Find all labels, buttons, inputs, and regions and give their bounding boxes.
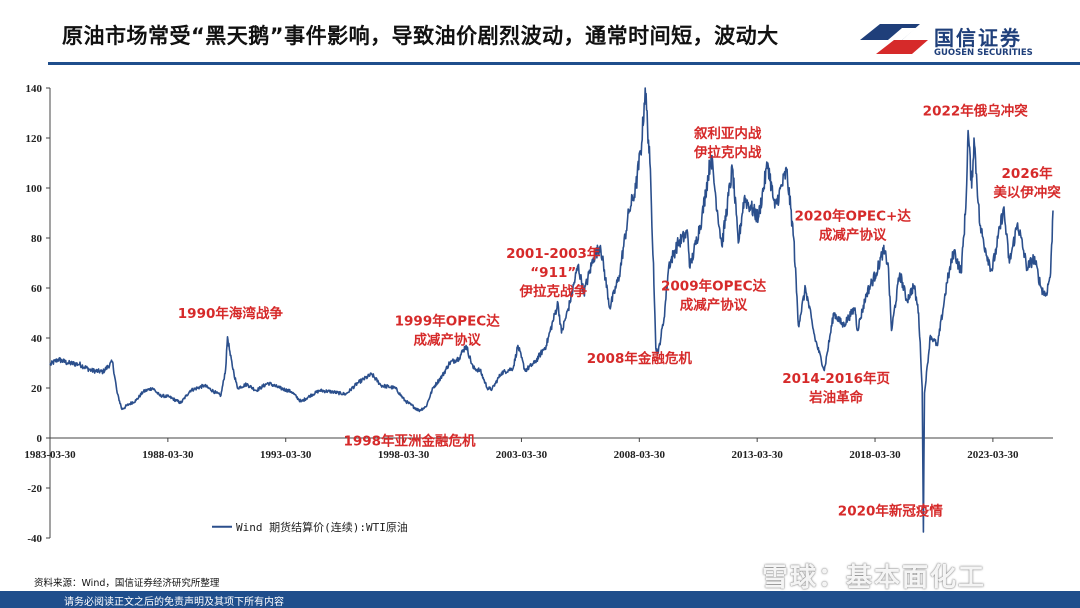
event-annotation: 1998年亚洲金融危机	[343, 433, 476, 450]
header-divider	[48, 62, 1080, 65]
y-tick-label: 120	[26, 133, 43, 145]
x-tick-label: 1983-03-30	[24, 449, 76, 461]
legend-label: Wind 期货结算价(连续):WTI原油	[236, 520, 408, 534]
annotation-line: 叙利亚内战	[694, 125, 762, 142]
event-annotation: 2008年金融危机	[587, 350, 693, 367]
event-annotation: 1990年海湾战争	[178, 305, 284, 322]
header: 原油市场常受“黑天鹅”事件影响，导致油价剧烈波动，通常时间短，波动大 国信证券 …	[0, 0, 1080, 65]
annotation-line: 成减产协议	[413, 332, 481, 349]
event-annotation: 2014-2016年页岩油革命	[782, 370, 890, 406]
source-note: 资料来源：Wind，国信证券经济研究所整理	[34, 578, 220, 589]
page-title: 原油市场常受“黑天鹅”事件影响，导致油价剧烈波动，通常时间短，波动大	[62, 24, 779, 48]
x-tick-label: 1993-03-30	[260, 449, 312, 461]
watermark: 雪球：基本面化工	[762, 563, 987, 593]
annotation-line: “911”	[530, 265, 576, 281]
annotation-line: 美以伊冲突	[993, 184, 1061, 201]
event-annotation: 1999年OPEC达成减产协议	[395, 313, 501, 349]
logo-english-name: GUOSEN SECURITIES	[934, 48, 1033, 58]
event-annotation: 2026年美以伊冲突	[993, 165, 1061, 201]
y-tick-label: 60	[31, 283, 43, 295]
x-tick-label: 2023-03-30	[967, 449, 1019, 461]
annotation-line: 1998年亚洲金融危机	[343, 433, 476, 450]
y-tick-label: 80	[31, 233, 43, 245]
x-tick-label: 1998-03-30	[378, 449, 430, 461]
brand-logo: 国信证券 GUOSEN SECURITIES	[858, 18, 1068, 62]
annotation-line: 1999年OPEC达	[395, 313, 501, 330]
y-tick-label: 0	[37, 433, 43, 445]
annotation-line: 2008年金融危机	[587, 350, 693, 367]
guosen-logo-icon	[860, 24, 928, 54]
y-tick-label: 20	[31, 383, 43, 395]
annotation-line: 伊拉克战争	[519, 283, 588, 300]
event-annotation: 2001-2003年 “911” 伊拉克战争	[506, 245, 601, 300]
y-tick-label: -20	[27, 483, 42, 495]
event-annotation: 2022年俄乌冲突	[923, 103, 1029, 120]
annotation-line: 2022年俄乌冲突	[923, 103, 1029, 120]
x-tick-label: 1988-03-30	[142, 449, 194, 461]
x-tick-label: 2018-03-30	[849, 449, 901, 461]
y-tick-label: 140	[26, 83, 43, 95]
footer-bar: 请务必阅读正文之后的免责声明及其项下所有内容	[0, 591, 1080, 608]
annotation-line: 伊拉克内战	[693, 144, 762, 161]
wti-oil-price-chart: 140 120 100 80 60 40 20 0 -20 -40 1983-03-30 1988-0…	[24, 83, 1061, 545]
annotation-line: 岩油革命	[808, 389, 863, 406]
disclaimer-text: 请务必阅读正文之后的免责声明及其项下所有内容	[64, 597, 284, 608]
annotation-line: 2001-2003年	[506, 245, 601, 262]
event-annotation: 叙利亚内战伊拉克内战	[693, 125, 762, 161]
event-annotation: 2009年OPEC达成减产协议	[661, 278, 767, 314]
event-annotation: 2020年OPEC+达成减产协议	[794, 208, 911, 244]
annotation-line: 2020年OPEC+达	[794, 208, 911, 225]
annotation-line: 成减产协议	[680, 297, 748, 314]
annotation-line: 1990年海湾战争	[178, 305, 284, 322]
y-tick-label: 100	[26, 183, 43, 195]
x-tick-label: 2013-03-30	[732, 449, 784, 461]
logo-name: 国信证券	[934, 26, 1022, 50]
annotation-line: 2014-2016年页	[782, 370, 890, 387]
x-tick-label: 2008-03-30	[614, 449, 666, 461]
annotation-line: 2020年新冠疫情	[838, 503, 944, 520]
y-tick-label: 40	[31, 333, 43, 345]
annotation-line: 2026年	[1002, 165, 1054, 182]
event-annotation: 2020年新冠疫情	[838, 503, 944, 520]
wti-price-line	[49, 87, 1054, 533]
annotation-line: 2009年OPEC达	[661, 278, 767, 295]
x-tick-label: 2003-03-30	[496, 449, 548, 461]
y-tick-label: -40	[27, 533, 42, 545]
annotation-line: 成减产协议	[819, 227, 887, 244]
